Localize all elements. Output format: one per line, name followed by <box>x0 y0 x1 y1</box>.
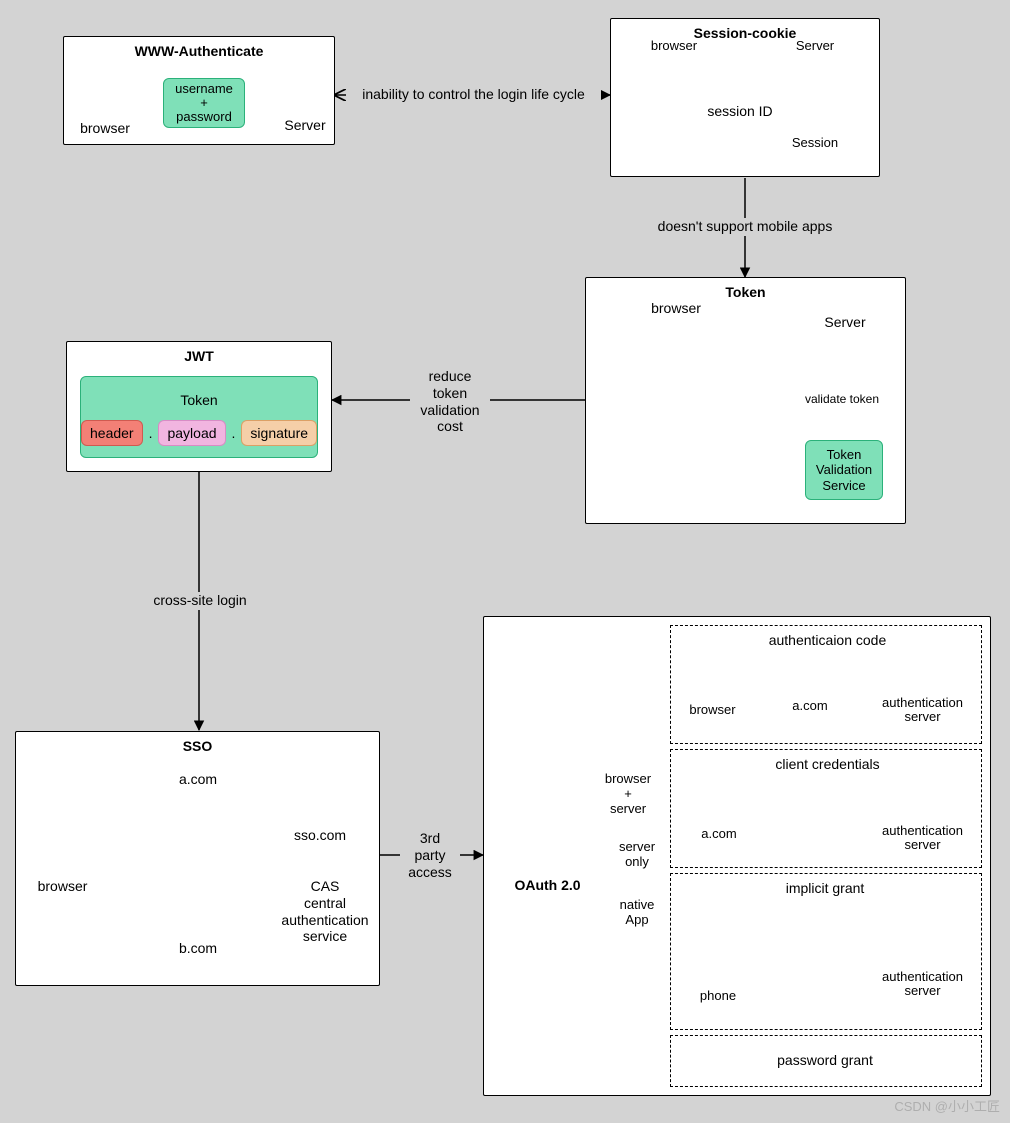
ig-authserver: authenticationserver <box>875 970 970 999</box>
e3-2: token <box>433 385 467 401</box>
token-validation-service: Token Validation Service <box>805 440 883 500</box>
branch-native-app: nativeApp <box>612 898 662 928</box>
jwt-token-wrap: Token header . payload . signature <box>80 376 318 458</box>
jwt-header: header <box>81 420 143 446</box>
ig-phone: phone <box>694 988 742 1004</box>
edge-reduce: reduce token validation cost <box>410 368 490 435</box>
jwt-payload: payload <box>158 420 225 446</box>
ac-a: a.com <box>786 698 834 714</box>
validate-token: validate token <box>796 392 888 407</box>
sso-a: a.com <box>173 771 223 789</box>
jwt-title: JWT <box>67 342 331 364</box>
sso-title: SSO <box>16 732 379 754</box>
sso-browser: browser <box>35 878 90 896</box>
dot2: . <box>232 425 236 441</box>
cas3: authentication <box>281 912 368 928</box>
ac-browser: browser <box>685 702 740 718</box>
plus: + <box>200 96 208 110</box>
session-id: session ID <box>700 103 780 121</box>
username: username <box>175 82 233 96</box>
credentials-chip: username + password <box>163 78 245 128</box>
branch-browser-server: browser+server <box>598 772 658 817</box>
tvs3: Service <box>822 478 865 494</box>
branch-server-only: serveronly <box>612 840 662 870</box>
cas2: central <box>304 895 346 911</box>
edge-cross-site: cross-site login <box>145 592 255 610</box>
token-browser: browser <box>646 300 706 318</box>
edge-inability: inability to control the login life cycl… <box>346 86 601 104</box>
token-server: Server <box>820 314 870 332</box>
sso-cas: CAS central authentication service <box>275 878 375 945</box>
edge-3rd-party: 3rd party access <box>400 830 460 880</box>
edge-mobile: doesn't support mobile apps <box>640 218 850 236</box>
www-auth-title: WWW-Authenticate <box>64 37 334 59</box>
token-title: Token <box>586 278 905 300</box>
jwt-token-label: Token <box>81 388 317 410</box>
jwt-signature: signature <box>241 420 317 446</box>
session-server: Server <box>790 38 840 54</box>
session-browser: browser <box>644 38 704 54</box>
e3-4: cost <box>437 418 463 434</box>
dot1: . <box>149 425 153 441</box>
ac-authserver: authenticationserver <box>875 696 970 725</box>
tvs2: Validation <box>816 462 872 478</box>
cas4: service <box>303 928 347 944</box>
sso-b: b.com <box>173 940 223 958</box>
e3-1: reduce <box>429 368 472 384</box>
client-cred-title: client credentials <box>760 756 895 774</box>
cc-a: a.com <box>695 826 743 842</box>
cc-authserver: authenticationserver <box>875 824 970 853</box>
password-title: password grant <box>760 1052 890 1070</box>
oauth-title: OAuth 2.0 <box>510 877 585 895</box>
e3-3: validation <box>420 402 479 418</box>
watermark: CSDN @小小工匠 <box>894 1096 1000 1115</box>
auth-code-title: authenticaion code <box>750 632 905 650</box>
session-db-label: Session <box>790 135 840 151</box>
browser-label: browser <box>80 120 130 138</box>
server-label-1: Server <box>280 117 330 135</box>
implicit-title: implicit grant <box>775 880 875 898</box>
sso-sso: sso.com <box>290 827 350 845</box>
tvs1: Token <box>827 447 862 463</box>
password: password <box>176 110 232 124</box>
cas1: CAS <box>311 878 340 894</box>
